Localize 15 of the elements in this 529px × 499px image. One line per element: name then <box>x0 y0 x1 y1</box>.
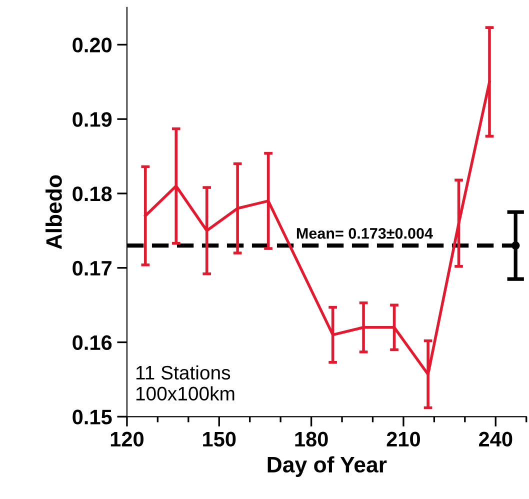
y-tick-label: 0.20 <box>72 38 112 52</box>
x-tick-label: 180 <box>295 432 328 447</box>
x-tick-label: 210 <box>386 432 420 447</box>
y-tick-label: 0.18 <box>72 186 112 202</box>
ref-line-label: Mean= 0.173±0.004 <box>296 228 433 239</box>
x-axis-title: Day of Year <box>268 456 387 477</box>
annotation: 11 Stations 100x100km <box>136 365 234 401</box>
x-tick-label: 240 <box>478 432 512 447</box>
y-tick-label: 0.16 <box>72 335 112 350</box>
y-tick-label: 0.15 <box>72 410 112 424</box>
y-tick-label: 0.17 <box>72 260 112 276</box>
y-tick-label: 0.19 <box>72 112 112 127</box>
x-tick-label: 150 <box>203 432 236 447</box>
x-tick-label: 120 <box>110 432 144 447</box>
y-axis-title: Albedo <box>46 175 62 250</box>
